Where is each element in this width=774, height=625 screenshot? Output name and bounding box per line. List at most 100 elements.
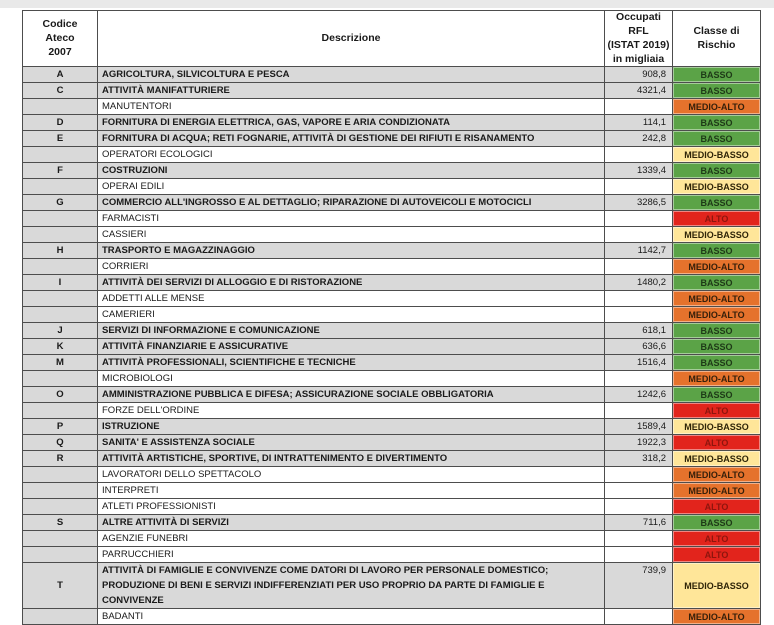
risk-class-badge: MEDIO-BASSO [672, 450, 761, 468]
occupati-value-cell: 114,1 [604, 114, 673, 132]
table-row: S ALTRE ATTIVITÀ DI SERVIZI 711,6 BASSO [22, 514, 761, 532]
ateco-code-cell: G [22, 194, 98, 212]
occupati-value-cell: 1480,2 [604, 274, 673, 292]
table-row: CASSIERI MEDIO-BASSO [22, 226, 761, 244]
risk-class-badge: MEDIO-BASSO [672, 178, 761, 196]
table-row: BADANTI MEDIO-ALTO [22, 608, 761, 625]
table-row: I ATTIVITÀ DEI SERVIZI DI ALLOGGIO E DI … [22, 274, 761, 292]
description-cell: COMMERCIO ALL'INGROSSO E AL DETTAGLIO; R… [97, 194, 605, 212]
description-cell: CASSIERI [97, 226, 605, 244]
description-cell: ATTIVITÀ PROFESSIONALI, SCIENTIFICHE E T… [97, 354, 605, 372]
description-cell: FORNITURA DI ACQUA; RETI FOGNARIE, ATTIV… [97, 130, 605, 148]
table-row: D FORNITURA DI ENERGIA ELETTRICA, GAS, V… [22, 114, 761, 132]
ateco-code-cell [22, 178, 98, 196]
ateco-risk-table: Codice Ateco 2007 Descrizione Occupati R… [22, 9, 761, 625]
description-cell: OPERAI EDILI [97, 178, 605, 196]
occupati-value-cell: 242,8 [604, 130, 673, 148]
description-cell: ALTRE ATTIVITÀ DI SERVIZI [97, 514, 605, 532]
ateco-code-cell: E [22, 130, 98, 148]
table-row: C ATTIVITÀ MANIFATTURIERE 4321,4 BASSO [22, 82, 761, 100]
occupati-value-cell: 3286,5 [604, 194, 673, 212]
ateco-code-cell [22, 466, 98, 484]
ateco-code-cell: I [22, 274, 98, 292]
ateco-code-cell [22, 498, 98, 516]
risk-class-badge: MEDIO-ALTO [672, 98, 761, 116]
table-row: LAVORATORI DELLO SPETTACOLO MEDIO-ALTO [22, 466, 761, 484]
table-row: K ATTIVITÀ FINANZIARIE E ASSICURATIVE 63… [22, 338, 761, 356]
risk-class-badge: ALTO [672, 498, 761, 516]
description-cell: FARMACISTI [97, 210, 605, 228]
occupati-value-cell [604, 402, 673, 420]
table-row: OPERATORI ECOLOGICI MEDIO-BASSO [22, 146, 761, 164]
header-descrizione: Descrizione [97, 9, 605, 68]
occupati-value-cell [604, 306, 673, 324]
table-row: M ATTIVITÀ PROFESSIONALI, SCIENTIFICHE E… [22, 354, 761, 372]
risk-class-badge: MEDIO-BASSO [672, 226, 761, 244]
risk-class-badge: BASSO [672, 162, 761, 180]
risk-class-badge: BASSO [672, 338, 761, 356]
risk-class-badge: MEDIO-ALTO [672, 608, 761, 625]
description-cell: CAMERIERI [97, 306, 605, 324]
risk-class-badge: ALTO [672, 546, 761, 564]
occupati-value-cell: 908,8 [604, 66, 673, 84]
occupati-value-cell [604, 98, 673, 116]
occupati-value-cell [604, 466, 673, 484]
ateco-code-cell: P [22, 418, 98, 436]
ateco-code-cell [22, 306, 98, 324]
risk-class-badge: MEDIO-ALTO [672, 258, 761, 276]
description-cell: OPERATORI ECOLOGICI [97, 146, 605, 164]
table-row: ATLETI PROFESSIONISTI ALTO [22, 498, 761, 516]
table-row: FORZE DELL'ORDINE ALTO [22, 402, 761, 420]
occupati-value-cell: 739,9 [604, 562, 673, 610]
table-row: Q SANITA' E ASSISTENZA SOCIALE 1922,3 AL… [22, 434, 761, 452]
ateco-code-cell [22, 146, 98, 164]
risk-class-badge: BASSO [672, 242, 761, 260]
occupati-value-cell [604, 530, 673, 548]
table-row: F COSTRUZIONI 1339,4 BASSO [22, 162, 761, 180]
ateco-code-cell: F [22, 162, 98, 180]
ateco-code-cell [22, 290, 98, 308]
description-cell: FORNITURA DI ENERGIA ELETTRICA, GAS, VAP… [97, 114, 605, 132]
ateco-code-cell [22, 546, 98, 564]
header-occupati-rfl: Occupati RFL (ISTAT 2019) in migliaia [604, 9, 673, 68]
description-cell: ATTIVITÀ FINANZIARIE E ASSICURATIVE [97, 338, 605, 356]
description-cell: ATTIVITÀ DEI SERVIZI DI ALLOGGIO E DI RI… [97, 274, 605, 292]
occupati-value-cell: 711,6 [604, 514, 673, 532]
occupati-value-cell [604, 498, 673, 516]
table-row: FARMACISTI ALTO [22, 210, 761, 228]
occupati-value-cell: 1922,3 [604, 434, 673, 452]
ateco-code-cell [22, 370, 98, 388]
risk-class-badge: BASSO [672, 114, 761, 132]
occupati-value-cell [604, 210, 673, 228]
description-cell: AMMINISTRAZIONE PUBBLICA E DIFESA; ASSIC… [97, 386, 605, 404]
occupati-value-cell [604, 608, 673, 625]
occupati-value-cell: 1589,4 [604, 418, 673, 436]
risk-class-badge: MEDIO-ALTO [672, 370, 761, 388]
ateco-code-cell: Q [22, 434, 98, 452]
description-cell: AGRICOLTURA, SILVICOLTURA E PESCA [97, 66, 605, 84]
occupati-value-cell: 318,2 [604, 450, 673, 468]
ateco-code-cell: C [22, 82, 98, 100]
ateco-code-cell: J [22, 322, 98, 340]
ateco-code-cell: O [22, 386, 98, 404]
occupati-value-cell: 1242,6 [604, 386, 673, 404]
risk-class-badge: ALTO [672, 210, 761, 228]
table-row: G COMMERCIO ALL'INGROSSO E AL DETTAGLIO;… [22, 194, 761, 212]
description-cell: SANITA' E ASSISTENZA SOCIALE [97, 434, 605, 452]
ateco-code-cell [22, 210, 98, 228]
table-row: P ISTRUZIONE 1589,4 MEDIO-BASSO [22, 418, 761, 436]
description-cell: FORZE DELL'ORDINE [97, 402, 605, 420]
risk-class-badge: MEDIO-ALTO [672, 306, 761, 324]
risk-class-badge: BASSO [672, 130, 761, 148]
description-cell: ATLETI PROFESSIONISTI [97, 498, 605, 516]
ateco-code-cell: A [22, 66, 98, 84]
occupati-value-cell [604, 290, 673, 308]
occupati-value-cell [604, 370, 673, 388]
table-row: A AGRICOLTURA, SILVICOLTURA E PESCA 908,… [22, 66, 761, 84]
occupati-value-cell [604, 258, 673, 276]
table-row: CAMERIERI MEDIO-ALTO [22, 306, 761, 324]
occupati-value-cell [604, 178, 673, 196]
table-row: INTERPRETI MEDIO-ALTO [22, 482, 761, 500]
ateco-code-cell: S [22, 514, 98, 532]
table-row: R ATTIVITÀ ARTISTICHE, SPORTIVE, DI INTR… [22, 450, 761, 468]
